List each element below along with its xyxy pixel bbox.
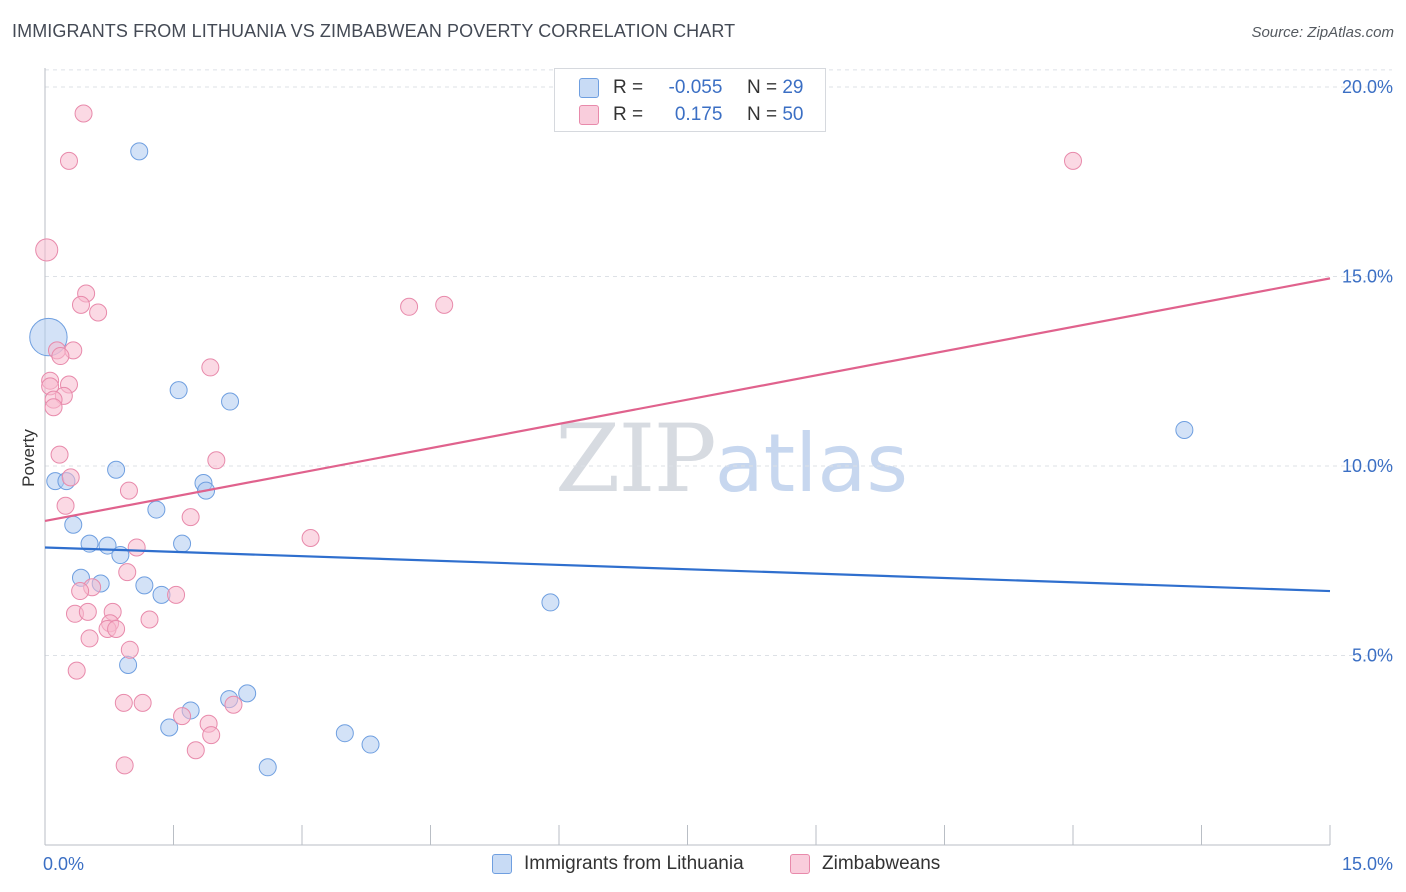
- zimbabwe-point: [173, 707, 192, 726]
- zimbabwe-point: [56, 496, 75, 515]
- lithuania-point: [258, 758, 277, 777]
- zimbabwe-point: [71, 582, 90, 601]
- zimbabwe-point: [115, 756, 134, 775]
- zimbabwe-point: [301, 528, 320, 547]
- zimbabwe-point: [181, 508, 200, 527]
- watermark-atlas: atlas: [714, 417, 909, 510]
- lithuania-trend-line: [44, 546, 1331, 593]
- zimbabwe-point: [67, 661, 86, 680]
- lithuania-point: [147, 500, 166, 519]
- correlation-legend: R = -0.055 N = 29 R = 0.175 N = 50: [554, 68, 826, 132]
- y-tick-label: 15.0%: [1342, 266, 1393, 286]
- lithuania-point: [107, 460, 126, 479]
- legend-r-label: R =: [613, 104, 644, 125]
- legend-r-value: -0.055: [668, 77, 723, 98]
- legend-text-zimbabwe: R = 0.175 N = 50: [613, 104, 803, 126]
- zimbabwe-point: [133, 693, 152, 712]
- lithuania-point: [169, 381, 188, 400]
- zimbabwe-point: [1064, 151, 1082, 170]
- legend-n-value: 50: [782, 104, 804, 125]
- x-tick-label: 0.0%: [43, 854, 84, 874]
- zimbabwe-point: [118, 563, 137, 582]
- zimbabwe-point: [119, 481, 138, 500]
- lithuania-point: [160, 718, 179, 737]
- zimbabwe-point: [80, 629, 99, 648]
- lithuania-point: [130, 142, 149, 161]
- lithuania-point: [221, 392, 240, 411]
- legend-text-lithuania: R = -0.055 N = 29: [613, 77, 803, 99]
- y-tick-label: 10.0%: [1342, 456, 1393, 476]
- zimbabwe-point: [107, 619, 126, 638]
- watermark-zip: ZIP: [555, 405, 717, 514]
- series-label-zimbabwe: Zimbabweans: [822, 853, 941, 874]
- lithuania-point: [119, 655, 138, 674]
- zimbabwe-point: [202, 726, 221, 745]
- zimbabwe-point: [114, 693, 133, 712]
- lithuania-point: [1175, 420, 1194, 439]
- zimbabwe-point: [400, 297, 419, 316]
- zimbabwe-point: [50, 445, 69, 464]
- zimbabwe-point: [120, 640, 139, 659]
- tick-labels: 5.0% 10.0% 15.0% 20.0% 0.0% 15.0%: [43, 77, 1393, 874]
- lithuania-point: [335, 724, 354, 743]
- zimbabwe-point: [59, 151, 78, 170]
- y-axis-label: Poverty: [19, 429, 38, 487]
- zimbabwe-point: [201, 358, 220, 377]
- zimbabwe-point: [127, 538, 146, 557]
- data-points: [29, 104, 1194, 777]
- lithuania-point: [135, 576, 154, 595]
- series-label-lithuania: Immigrants from Lithuania: [524, 853, 744, 874]
- legend-n-value: 29: [782, 77, 804, 98]
- zimbabwe-point: [51, 347, 70, 366]
- zimbabwe-point: [61, 468, 80, 487]
- zimbabwe-point: [89, 303, 108, 322]
- zimbabwe-point: [140, 610, 159, 629]
- legend-n-label: N =: [746, 77, 778, 98]
- zimbabwe-trend-line: [44, 277, 1331, 523]
- zimbabwe-point: [207, 451, 226, 470]
- y-tick-label: 5.0%: [1352, 645, 1393, 665]
- zimbabwe-point: [78, 602, 97, 621]
- zimbabwe-point: [71, 295, 90, 314]
- series-swatch-pink: [790, 854, 810, 874]
- zimbabwe-point: [224, 695, 243, 714]
- zimbabwe-point: [74, 104, 93, 123]
- y-tick-label: 20.0%: [1342, 77, 1393, 97]
- legend-swatch-blue: [579, 78, 599, 98]
- source-label: Source: ZipAtlas.com: [1251, 24, 1394, 41]
- x-tick-label: 15.0%: [1342, 854, 1393, 874]
- lithuania-point: [361, 735, 380, 754]
- series-swatch-blue: [492, 854, 512, 874]
- axes: [44, 68, 1331, 846]
- lithuania-point: [173, 534, 192, 553]
- zimbabwe-point: [35, 238, 59, 262]
- series-legend: Immigrants from Lithuania Zimbabweans: [0, 852, 1406, 878]
- lithuania-point: [238, 684, 257, 703]
- legend-r-value: 0.175: [674, 104, 723, 125]
- zimbabwe-point: [44, 398, 63, 417]
- grid-lines: [45, 69, 1392, 656]
- chart-title: IMMIGRANTS FROM LITHUANIA VS ZIMBABWEAN …: [12, 21, 736, 41]
- trend-lines: [44, 277, 1331, 593]
- legend-n-label: N =: [746, 104, 778, 125]
- zimbabwe-point: [186, 741, 205, 760]
- legend-swatch-pink: [579, 105, 599, 125]
- watermark: ZIPatlas: [555, 405, 908, 514]
- zimbabwe-point: [167, 585, 186, 604]
- lithuania-point: [541, 593, 560, 612]
- zimbabwe-point: [435, 295, 454, 314]
- legend-r-label: R =: [613, 77, 644, 98]
- lithuania-point: [64, 515, 83, 534]
